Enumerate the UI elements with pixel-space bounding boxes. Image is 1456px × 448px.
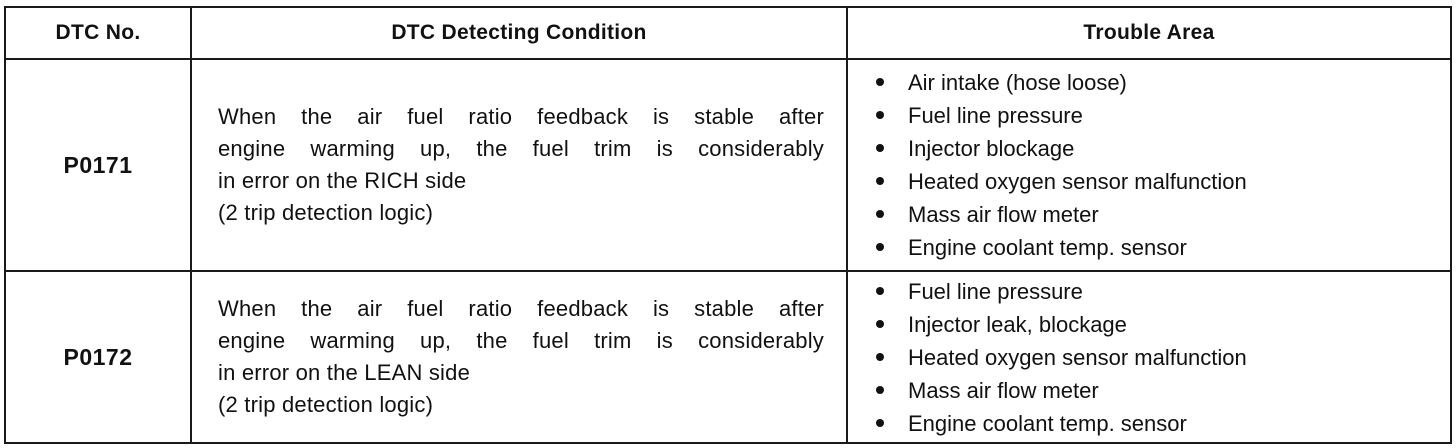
condition-line: engine warming up, the fuel trim is cons… (218, 328, 824, 353)
list-item: Injector blockage (870, 132, 1450, 165)
trouble-area-text: Heated oxygen sensor malfunction (908, 169, 1247, 194)
bullet-icon (876, 243, 884, 251)
condition-line: (2 trip detection logic) (218, 200, 434, 225)
trouble-area-text: Mass air flow meter (908, 377, 1099, 403)
header-dtc-no: DTC No. (4, 6, 192, 60)
header-trouble-area: Trouble Area (846, 6, 1452, 60)
bullet-icon (876, 319, 884, 328)
dtc-table-container: DTC No. DTC Detecting Condition Trouble … (4, 6, 1452, 444)
trouble-area-text: Injector blockage (908, 136, 1075, 161)
dtc-code: P0171 (4, 58, 192, 272)
trouble-area-text: Air intake (hose loose) (908, 70, 1127, 95)
list-item: Fuel line pressure (870, 275, 1450, 308)
list-item: Air intake (hose loose) (870, 66, 1450, 99)
trouble-area-text: Fuel line pressure (908, 103, 1083, 128)
detecting-condition: When the air fuel ratio feedback is stab… (190, 270, 848, 444)
condition-line: engine warming up, the fuel trim is cons… (218, 136, 824, 161)
trouble-area-text: Engine coolant temp. sensor (908, 235, 1187, 260)
bullet-icon (876, 144, 884, 152)
table-header-row: DTC No. DTC Detecting Condition Trouble … (4, 6, 1452, 60)
dtc-table: DTC No. DTC Detecting Condition Trouble … (4, 6, 1452, 444)
list-item: Engine coolant temp. sensor (870, 231, 1450, 264)
list-item: Heated oxygen sensor malfunction (870, 341, 1450, 374)
trouble-area-list: Air intake (hose loose) Fuel line pressu… (870, 66, 1450, 264)
list-item: Mass air flow meter (870, 374, 1450, 407)
bullet-icon (876, 111, 884, 119)
trouble-area-cell: Fuel line pressure Injector leak, blocka… (846, 270, 1452, 444)
condition-line: (2 trip detection logic) (218, 392, 434, 417)
condition-line: When the air fuel ratio feedback is stab… (218, 296, 824, 321)
trouble-area-text: Engine coolant temp. sensor (908, 410, 1187, 436)
dtc-code: P0172 (4, 270, 192, 444)
trouble-area-text: Injector leak, blockage (908, 311, 1127, 337)
bullet-icon (876, 352, 884, 361)
condition-line: in error on the RICH side (218, 168, 467, 193)
condition-line: in error on the LEAN side (218, 360, 471, 385)
list-item: Engine coolant temp. sensor (870, 407, 1450, 440)
trouble-area-text: Heated oxygen sensor malfunction (908, 344, 1247, 370)
bullet-icon (876, 177, 884, 185)
bullet-icon (876, 286, 884, 295)
list-item: Fuel line pressure (870, 99, 1450, 132)
bullet-icon (876, 418, 884, 427)
list-item: Injector leak, blockage (870, 308, 1450, 341)
trouble-area-cell: Air intake (hose loose) Fuel line pressu… (846, 58, 1452, 272)
trouble-area-text: Mass air flow meter (908, 202, 1099, 227)
list-item: Heated oxygen sensor malfunction (870, 165, 1450, 198)
bullet-icon (876, 385, 884, 394)
list-item: Mass air flow meter (870, 198, 1450, 231)
table-row: P0172 When the air fuel ratio feedback i… (4, 270, 1452, 444)
bullet-icon (876, 78, 884, 86)
trouble-area-text: Fuel line pressure (908, 278, 1083, 304)
detecting-condition: When the air fuel ratio feedback is stab… (190, 58, 848, 272)
bullet-icon (876, 210, 884, 218)
trouble-area-list: Fuel line pressure Injector leak, blocka… (870, 275, 1450, 440)
header-detecting-condition: DTC Detecting Condition (190, 6, 848, 60)
table-row: P0171 When the air fuel ratio feedback i… (4, 58, 1452, 272)
condition-line: When the air fuel ratio feedback is stab… (218, 104, 824, 129)
